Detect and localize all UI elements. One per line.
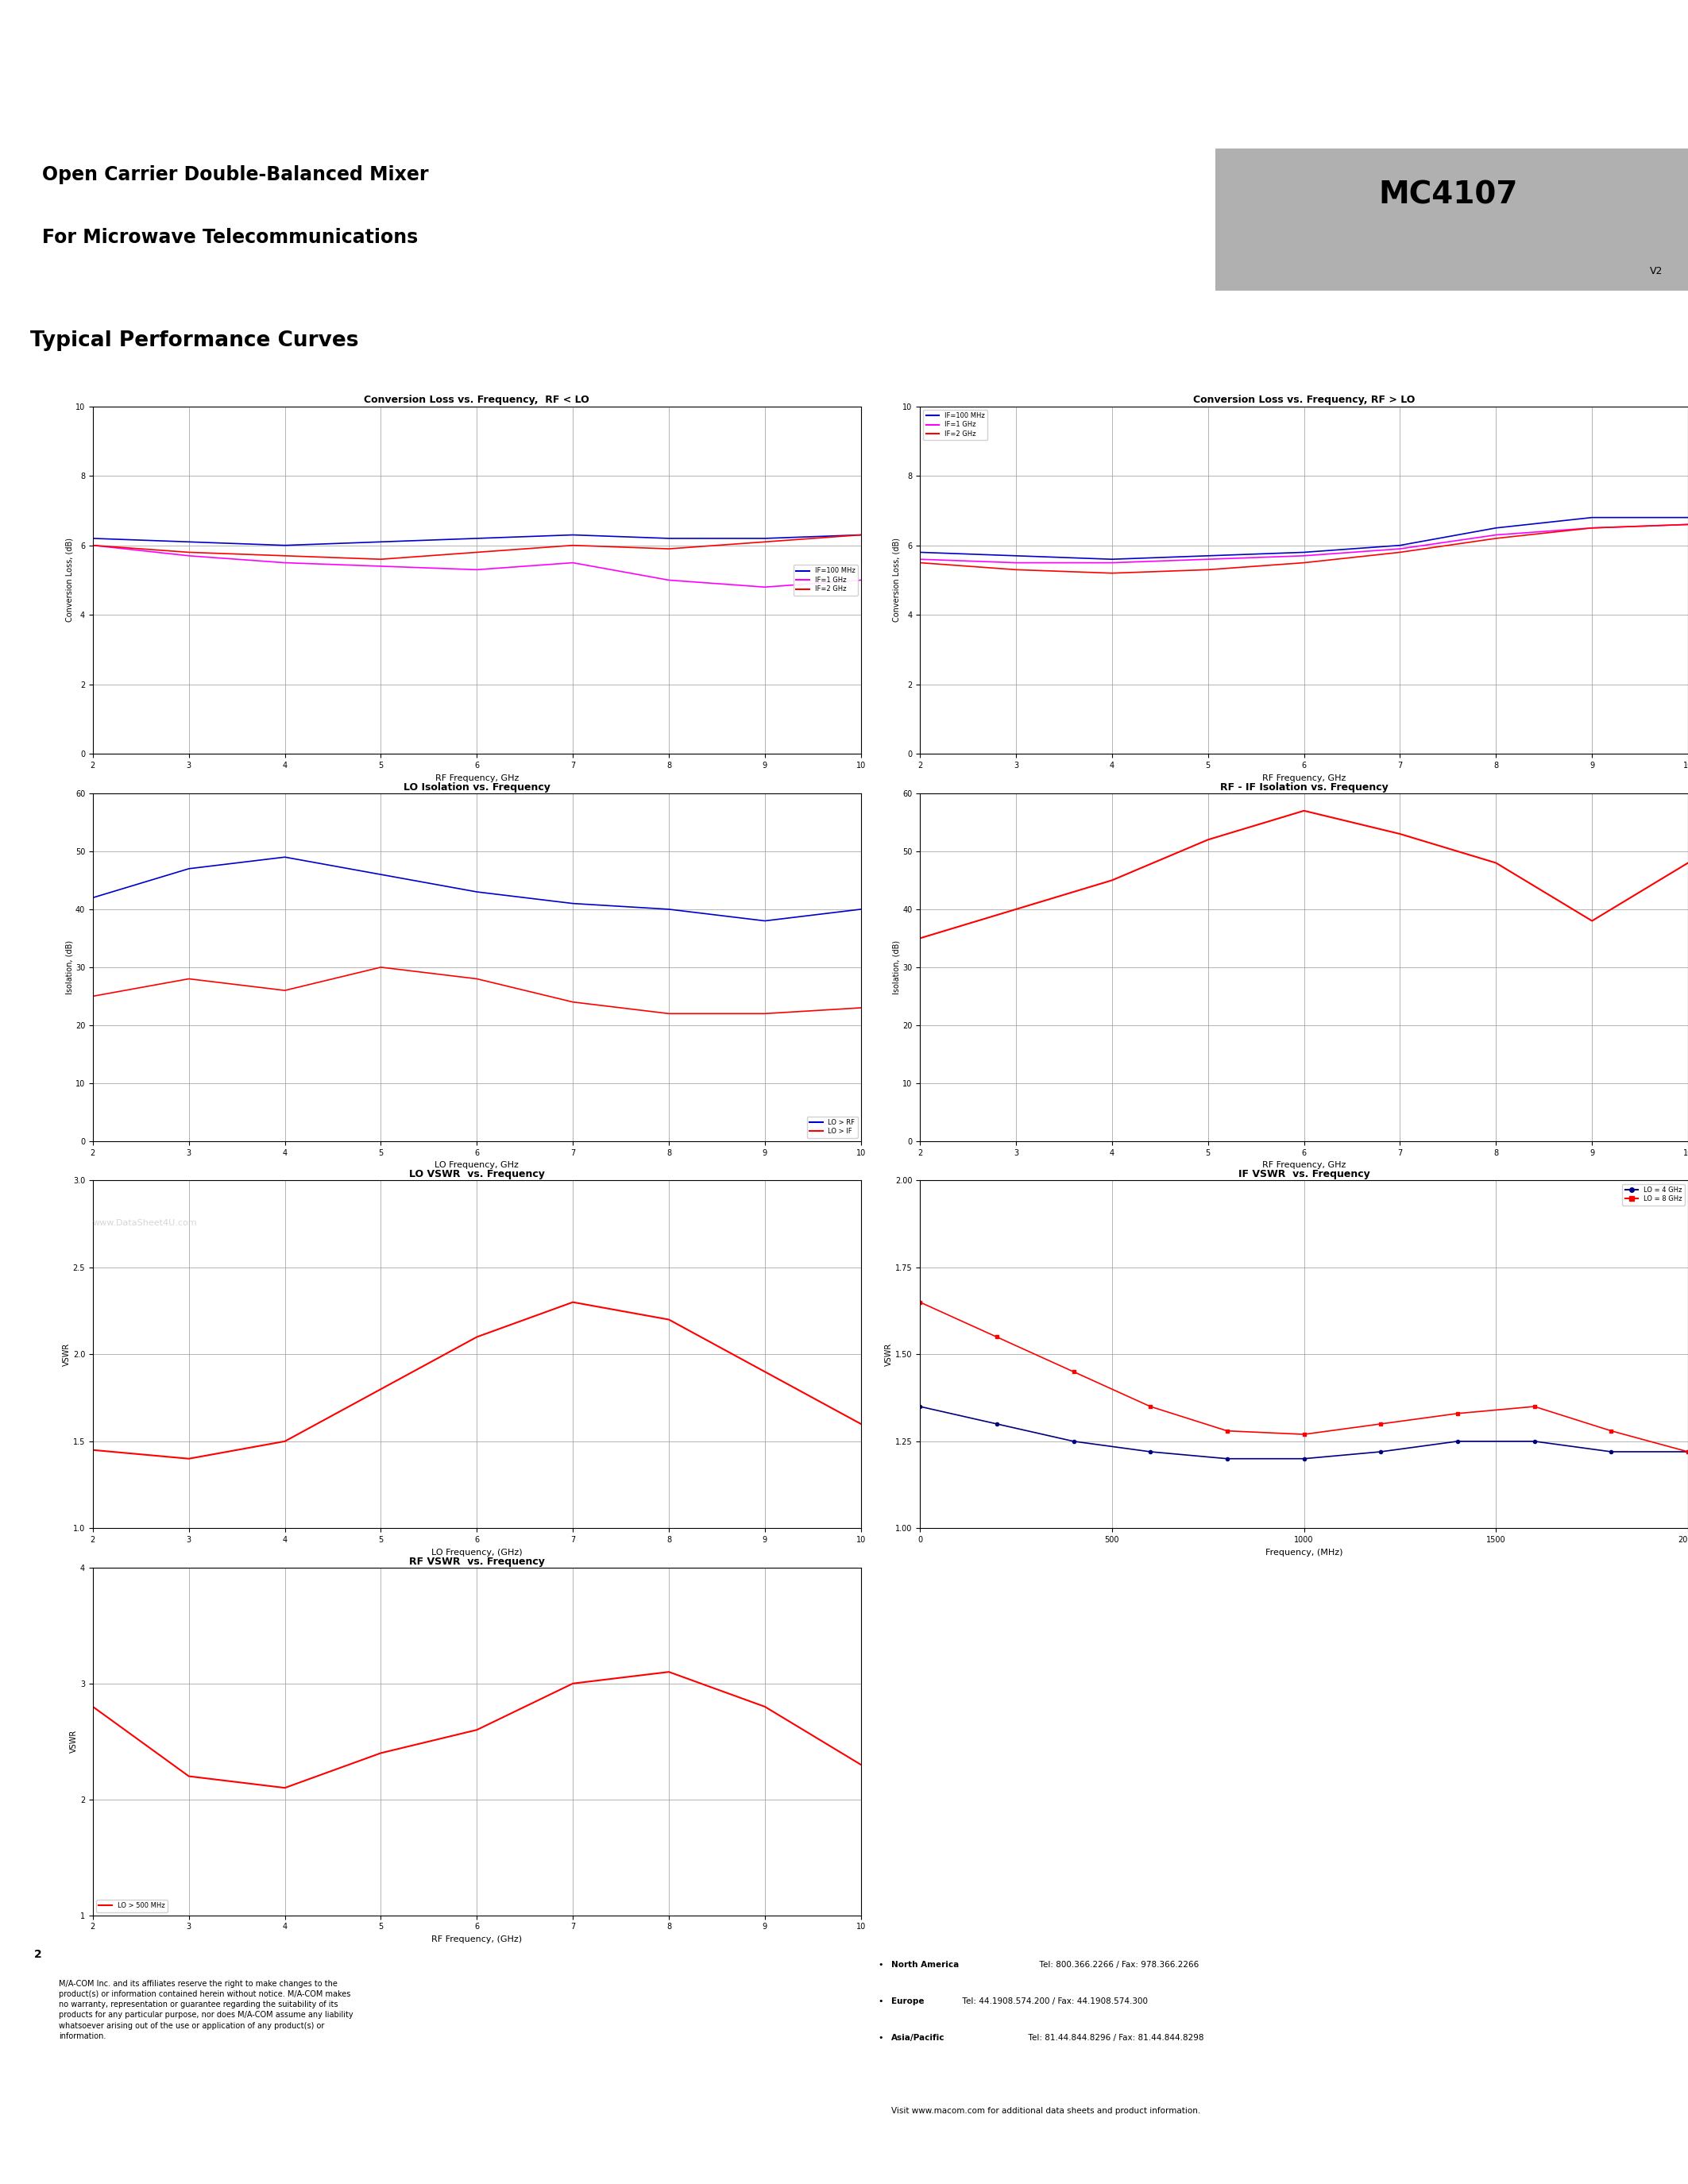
Text: North America: North America (891, 1961, 959, 1968)
X-axis label: Frequency, (MHz): Frequency, (MHz) (1266, 1548, 1342, 1557)
X-axis label: LO Frequency, GHz: LO Frequency, GHz (436, 1162, 518, 1168)
X-axis label: RF Frequency, GHz: RF Frequency, GHz (1263, 1162, 1345, 1168)
Text: M/A-COM: M/A-COM (1266, 48, 1458, 85)
Text: Electronics: Electronics (51, 109, 116, 122)
Legend: IF=100 MHz, IF=1 GHz, IF=2 GHz: IF=100 MHz, IF=1 GHz, IF=2 GHz (923, 411, 987, 441)
Text: •: • (878, 1998, 883, 2005)
Text: •: • (878, 1961, 883, 1968)
Text: Tel: 800.366.2266 / Fax: 978.366.2266: Tel: 800.366.2266 / Fax: 978.366.2266 (1033, 1961, 1198, 1968)
Legend: LO > 500 MHz: LO > 500 MHz (96, 1900, 167, 1911)
Title: LO Isolation vs. Frequency: LO Isolation vs. Frequency (403, 782, 550, 793)
Text: Tel: 81.44.844.8296 / Fax: 81.44.844.8298: Tel: 81.44.844.8296 / Fax: 81.44.844.829… (1023, 2033, 1204, 2042)
Bar (1215, 149, 1688, 290)
Text: For Microwave Telecommunications: For Microwave Telecommunications (42, 227, 419, 247)
X-axis label: RF Frequency, (GHz): RF Frequency, (GHz) (432, 1935, 522, 1944)
Text: V2: V2 (1649, 266, 1663, 277)
Y-axis label: VSWR: VSWR (62, 1343, 71, 1365)
Text: Visit www.macom.com for additional data sheets and product information.: Visit www.macom.com for additional data … (891, 2108, 1200, 2114)
Text: 2: 2 (34, 1948, 42, 1959)
Legend: IF=100 MHz, IF=1 GHz, IF=2 GHz: IF=100 MHz, IF=1 GHz, IF=2 GHz (793, 566, 858, 596)
X-axis label: RF Frequency, GHz: RF Frequency, GHz (1263, 773, 1345, 782)
Title: Conversion Loss vs. Frequency, RF > LO: Conversion Loss vs. Frequency, RF > LO (1193, 395, 1415, 406)
Y-axis label: Conversion Loss, (dB): Conversion Loss, (dB) (893, 537, 900, 622)
Text: Asia/Pacific: Asia/Pacific (891, 2033, 945, 2042)
Title: RF - IF Isolation vs. Frequency: RF - IF Isolation vs. Frequency (1220, 782, 1388, 793)
Y-axis label: Isolation, (dB): Isolation, (dB) (66, 939, 73, 994)
Text: tyco: tyco (51, 33, 120, 59)
Text: M/A-COM Inc. and its affiliates reserve the right to make changes to the
product: M/A-COM Inc. and its affiliates reserve … (59, 1979, 353, 2040)
Title: IF VSWR  vs. Frequency: IF VSWR vs. Frequency (1239, 1168, 1371, 1179)
Y-axis label: Isolation, (dB): Isolation, (dB) (893, 939, 900, 994)
Y-axis label: Conversion Loss, (dB): Conversion Loss, (dB) (66, 537, 73, 622)
Title: LO VSWR  vs. Frequency: LO VSWR vs. Frequency (408, 1168, 545, 1179)
X-axis label: LO Frequency, (GHz): LO Frequency, (GHz) (432, 1548, 522, 1557)
Title: Conversion Loss vs. Frequency,  RF < LO: Conversion Loss vs. Frequency, RF < LO (365, 395, 589, 406)
Text: Tel: 44.1908.574.200 / Fax: 44.1908.574.300: Tel: 44.1908.574.200 / Fax: 44.1908.574.… (957, 1998, 1148, 2005)
Text: MC4107: MC4107 (1379, 179, 1518, 210)
Text: www.DataSheet4U.com: www.DataSheet4U.com (93, 1219, 197, 1227)
Y-axis label: VSWR: VSWR (885, 1343, 893, 1365)
X-axis label: RF Frequency, GHz: RF Frequency, GHz (436, 773, 518, 782)
Legend: LO > RF, LO > IF: LO > RF, LO > IF (807, 1116, 858, 1138)
Y-axis label: VSWR: VSWR (69, 1730, 78, 1754)
Text: Europe: Europe (891, 1998, 925, 2005)
Legend: LO = 4 GHz, LO = 8 GHz: LO = 4 GHz, LO = 8 GHz (1622, 1184, 1685, 1206)
Text: Open Carrier Double-Balanced Mixer: Open Carrier Double-Balanced Mixer (42, 166, 429, 186)
Title: RF VSWR  vs. Frequency: RF VSWR vs. Frequency (408, 1557, 545, 1566)
Text: •: • (878, 2033, 883, 2042)
Text: Typical Performance Curves: Typical Performance Curves (30, 330, 360, 352)
